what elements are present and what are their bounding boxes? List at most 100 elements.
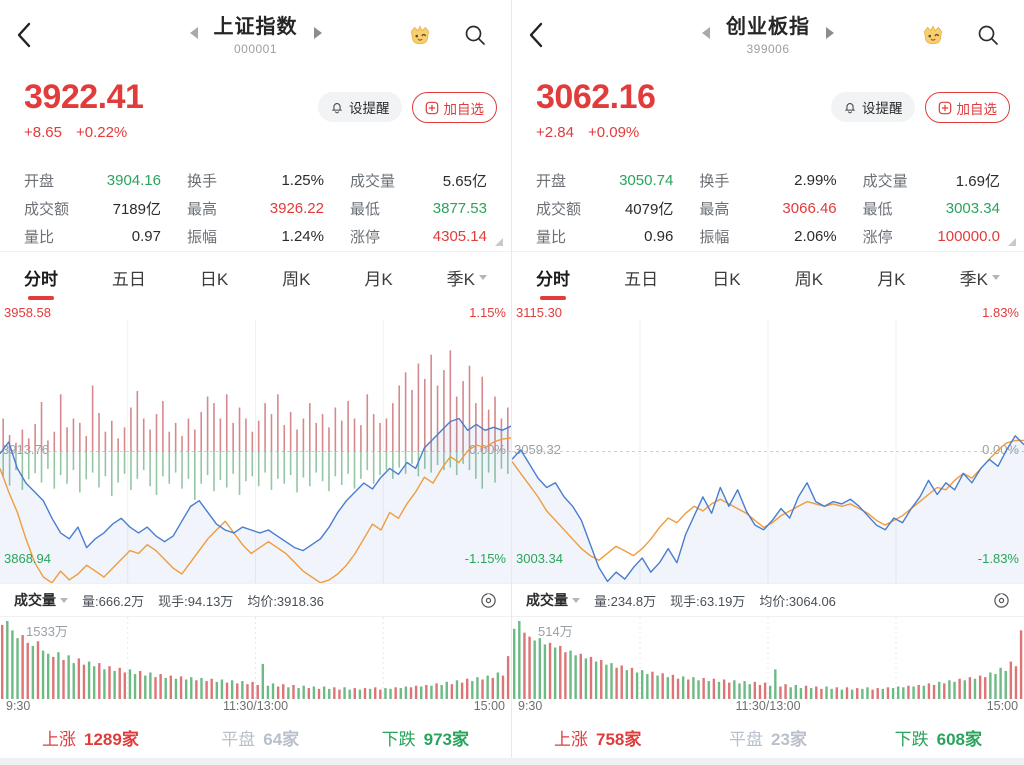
mascot-icon[interactable]	[407, 22, 433, 48]
tab-2[interactable]: 日K	[199, 269, 229, 289]
stat-value: 4079亿	[624, 200, 674, 218]
current-hands: 现手:94.13万	[158, 593, 234, 609]
breadth-up: 上涨 758家	[554, 725, 641, 750]
breadth-count: 973家	[423, 729, 469, 749]
stat-label: 涨停	[862, 229, 893, 247]
chart-mid-label: 3913.76	[2, 442, 49, 457]
breadth-count: 758家	[596, 729, 642, 749]
stat-label: 成交量	[862, 172, 908, 190]
stat-value: 1.24%	[281, 228, 324, 246]
breadth-down: 下跌 973家	[382, 725, 469, 750]
stat-cell: 最低 3003.34	[863, 194, 1000, 222]
chart-min-label: 3003.34	[516, 551, 563, 566]
tab-3[interactable]: 周K	[282, 269, 311, 289]
tab-2[interactable]: 日K	[712, 269, 741, 289]
intraday-chart[interactable]	[512, 320, 1024, 583]
tab-3[interactable]: 周K	[794, 269, 824, 289]
volume-chart[interactable]	[512, 617, 1024, 699]
stat-label: 振幅	[699, 229, 730, 247]
time-noon: 11:30/13:00	[222, 699, 289, 713]
prev-index-arrow-icon[interactable]	[189, 27, 198, 39]
change-percent: +0.22%	[75, 124, 128, 141]
chart-settings-icon[interactable]	[480, 592, 497, 609]
breadth-down: 下跌 608家	[895, 725, 982, 750]
back-icon[interactable]	[526, 20, 546, 50]
tab-1[interactable]: 五日	[624, 269, 659, 289]
stat-cell: 量比 0.97	[24, 223, 161, 251]
tab-0[interactable]: 分时	[534, 259, 572, 296]
breadth-count: 1289家	[84, 729, 139, 749]
volume-chart[interactable]	[0, 617, 511, 699]
stat-value: 4305.14	[432, 228, 487, 246]
market-breadth-row: 上涨 1289家 平盘 64家 下跌 973家	[0, 717, 511, 757]
tab-4[interactable]: 月K	[877, 269, 906, 289]
breadth-count: 608家	[936, 729, 982, 749]
change-value: +2.84	[536, 124, 574, 141]
add-watchlist-button[interactable]: 加自选	[411, 92, 497, 123]
set-alert-button[interactable]: 设提醒	[831, 92, 915, 122]
tab-5[interactable]: 季K	[958, 259, 1002, 296]
chart-period-tabs: 分时 五日 日K 周K 月K 季K	[0, 252, 511, 302]
expand-corner-icon[interactable]	[1008, 238, 1016, 246]
volume-max-label: 514万	[538, 624, 573, 639]
search-icon[interactable]	[463, 23, 487, 47]
mascot-icon[interactable]	[920, 22, 946, 48]
chart-mid-label: 3059.32	[514, 442, 561, 457]
stat-value: 3050.74	[619, 171, 674, 189]
market-breadth-row: 上涨 758家 平盘 23家 下跌 608家	[512, 717, 1024, 757]
stats-grid: 开盘 3904.16 换手 1.25% 成交量 5.65亿 成交额 7189亿 最高 3926.2…	[0, 158, 511, 252]
next-index-arrow-icon[interactable]	[313, 27, 322, 39]
stat-label: 最高	[699, 200, 730, 218]
intraday-chart[interactable]	[0, 320, 511, 583]
chart-max-pct-label: 1.83%	[982, 305, 1019, 320]
chart-max-label: 3115.30	[516, 305, 563, 320]
stat-cell: 最高 3926.22	[187, 194, 324, 222]
stat-cell: 成交量 1.69亿	[863, 166, 1000, 194]
expand-corner-icon[interactable]	[495, 238, 503, 246]
title-area: 创业板指 399006	[512, 10, 1024, 56]
time-close: 15:00	[473, 699, 505, 713]
time-open: 9:30	[6, 699, 31, 713]
next-index-arrow-icon[interactable]	[826, 27, 834, 39]
stat-cell: 开盘 3904.16	[24, 166, 161, 194]
tab-4[interactable]: 月K	[364, 269, 393, 289]
stat-value: 1.25%	[281, 171, 324, 189]
stat-cell: 最低 3877.53	[350, 194, 487, 222]
volume-indicator-selector[interactable]: 成交量	[526, 590, 580, 610]
quote-section: 3922.41 +8.65 +0.22% 设提醒 加自选	[0, 70, 511, 158]
time-open: 9:30	[518, 699, 543, 713]
set-alert-button[interactable]: 设提醒	[318, 92, 402, 122]
stat-cell: 振幅 2.06%	[699, 223, 836, 251]
bell-icon	[845, 102, 855, 113]
stat-label: 最低	[862, 200, 893, 218]
page-title: 上证指数	[213, 16, 298, 38]
current-price: 3922.41	[24, 78, 144, 116]
breadth-label: 下跌	[894, 729, 929, 749]
breadth-flat: 平盘 64家	[221, 725, 299, 750]
stat-cell: 涨停 100000.0	[863, 223, 1000, 251]
volume-indicator-selector[interactable]: 成交量	[14, 590, 68, 610]
tab-5[interactable]: 季K	[445, 259, 489, 296]
search-icon[interactable]	[976, 23, 1000, 47]
header: 上证指数 000001	[0, 0, 511, 70]
prev-index-arrow-icon[interactable]	[702, 27, 710, 39]
stat-cell: 换手 2.99%	[699, 166, 836, 194]
chart-min-label: 3868.94	[4, 551, 51, 566]
stat-value: 3066.46	[782, 199, 837, 217]
stat-value: 0.97	[131, 228, 161, 246]
title-area: 上证指数 000001	[0, 10, 511, 56]
change-value: +8.65	[24, 124, 62, 141]
stats-grid: 开盘 3050.74 换手 2.99% 成交量 1.69亿 成交额 4079亿 最高 3066.4…	[512, 158, 1024, 252]
volume-value: 量:234.8万	[594, 593, 657, 609]
stat-cell: 成交额 4079亿	[536, 194, 673, 222]
stat-value: 7189亿	[112, 200, 161, 218]
tab-0[interactable]: 分时	[22, 259, 60, 296]
back-icon[interactable]	[14, 20, 34, 50]
tab-1[interactable]: 五日	[111, 269, 146, 289]
current-price: 3062.16	[536, 78, 656, 116]
chart-settings-icon[interactable]	[993, 592, 1010, 609]
stat-value: 1.69亿	[955, 172, 1000, 190]
add-watchlist-button[interactable]: 加自选	[924, 92, 1010, 123]
breadth-label: 平盘	[221, 729, 256, 749]
